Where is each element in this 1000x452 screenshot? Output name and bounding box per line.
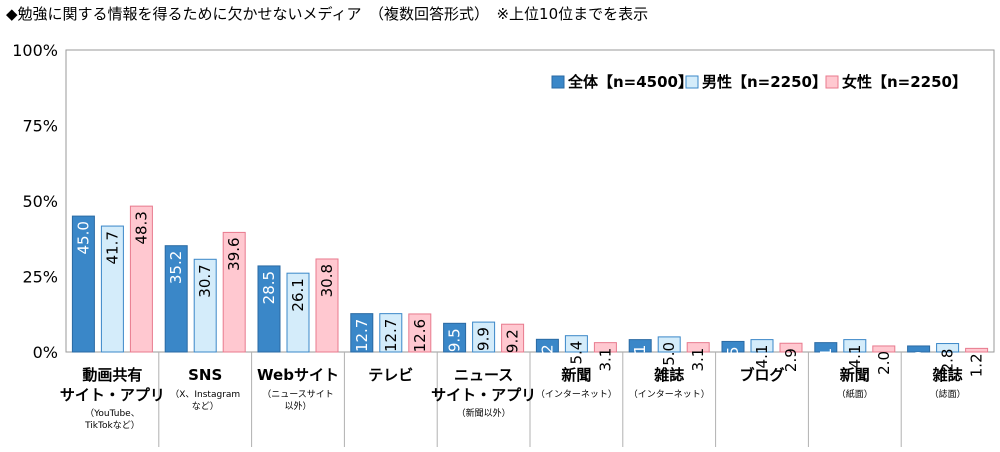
legend-label: 女性【n=2250】 (842, 73, 967, 91)
bar (408, 313, 432, 353)
bar (443, 322, 467, 353)
legend-swatch (825, 75, 839, 89)
category-note: TikTokなど） (84, 420, 140, 431)
y-tick-label: 100% (12, 41, 58, 60)
data-label: 5.4 (567, 341, 585, 365)
bar (379, 313, 403, 353)
category-note: など） (192, 401, 219, 412)
bar (286, 272, 310, 353)
data-label: 26.1 (289, 278, 307, 311)
bar (193, 258, 217, 353)
category-label: 新聞 (840, 366, 870, 384)
data-label: 28.5 (260, 271, 278, 304)
category-label: サイト・アプリ (431, 386, 536, 404)
data-label: 3.1 (596, 348, 614, 372)
data-label: 41.7 (103, 231, 121, 264)
category-note: 以外） (284, 400, 311, 412)
bar (257, 265, 281, 353)
data-label: 9.5 (446, 328, 464, 352)
bar (965, 347, 989, 353)
data-label: 3.1 (689, 348, 707, 372)
bar (593, 342, 617, 353)
y-tick-label: 0% (33, 343, 58, 362)
category-note: （誌面） (930, 388, 966, 400)
bar (843, 339, 867, 353)
bar (350, 313, 374, 353)
legend-label: 全体【n=4500】 (567, 73, 693, 91)
legend-swatch (551, 75, 565, 89)
data-label: 3.1 (817, 348, 835, 372)
bar (100, 225, 124, 353)
bar (872, 345, 896, 353)
data-label: 5.0 (660, 342, 678, 366)
y-tick-label: 75% (22, 117, 58, 136)
category-label: 新聞 (561, 366, 591, 384)
bar (628, 339, 652, 353)
category-note: （新聞以外） (457, 407, 511, 419)
data-label: 12.6 (411, 319, 429, 352)
category-note: （紙面） (837, 388, 873, 400)
bar (501, 323, 525, 353)
category-label: Webサイト (257, 366, 339, 384)
data-label: 2.8 (939, 349, 957, 373)
data-label: 1.2 (968, 353, 986, 377)
category-note: （YouTube、 (85, 408, 140, 419)
category-note: （X、Instagram (170, 389, 240, 400)
category-note: （インターネット） (536, 389, 617, 400)
category-note: （インターネット） (629, 389, 710, 400)
data-label: 9.2 (504, 329, 522, 353)
data-label: 9.9 (475, 327, 493, 351)
data-label: 30.8 (318, 264, 336, 297)
bar (657, 336, 681, 353)
category-label: 雑誌 (932, 366, 963, 384)
data-label: 4.1 (753, 345, 771, 369)
bar (907, 345, 931, 353)
category-label: テレビ (368, 366, 413, 384)
data-label: 39.6 (225, 237, 243, 270)
bar (750, 339, 774, 353)
bar (164, 245, 188, 353)
category-label: ブログ (739, 366, 784, 384)
data-label: 12.7 (353, 319, 371, 352)
data-label: 2.0 (910, 351, 928, 375)
category-label: 動画共有 (82, 366, 142, 384)
category-label: サイト・アプリ (60, 386, 165, 404)
data-label: 4.2 (538, 344, 556, 368)
data-label: 45.0 (74, 221, 92, 254)
data-label: 3.5 (724, 346, 742, 370)
category-note: （ニュースサイト (262, 389, 334, 400)
data-label: 2.0 (875, 351, 893, 375)
bar (129, 205, 153, 353)
chart-title: ◆勉強に関する情報を得るために欠かせないメディア （複数回答形式） ※上位10位… (6, 5, 649, 23)
category-label: 雑誌 (653, 366, 684, 384)
data-label: 30.7 (196, 264, 214, 297)
bar (222, 231, 246, 353)
data-label: 2.9 (782, 348, 800, 372)
data-label: 48.3 (132, 211, 150, 244)
bar (472, 321, 496, 353)
bar (71, 215, 95, 353)
bar (686, 342, 710, 353)
y-tick-label: 25% (22, 268, 58, 287)
bar (814, 342, 838, 353)
category-label: SNS (188, 366, 222, 384)
bar (315, 258, 339, 353)
category-label: ニュース (454, 366, 513, 384)
data-label: 4.1 (846, 345, 864, 369)
bar (564, 335, 588, 353)
bar (936, 343, 960, 353)
y-tick-label: 50% (22, 192, 58, 211)
legend-swatch (685, 75, 699, 89)
data-label: 12.7 (382, 319, 400, 352)
data-label: 35.2 (167, 251, 185, 284)
bar (721, 340, 745, 353)
bar (535, 338, 559, 353)
legend-label: 男性【n=2250】 (702, 73, 827, 91)
data-label: 4.1 (631, 345, 649, 369)
bar (779, 342, 803, 353)
